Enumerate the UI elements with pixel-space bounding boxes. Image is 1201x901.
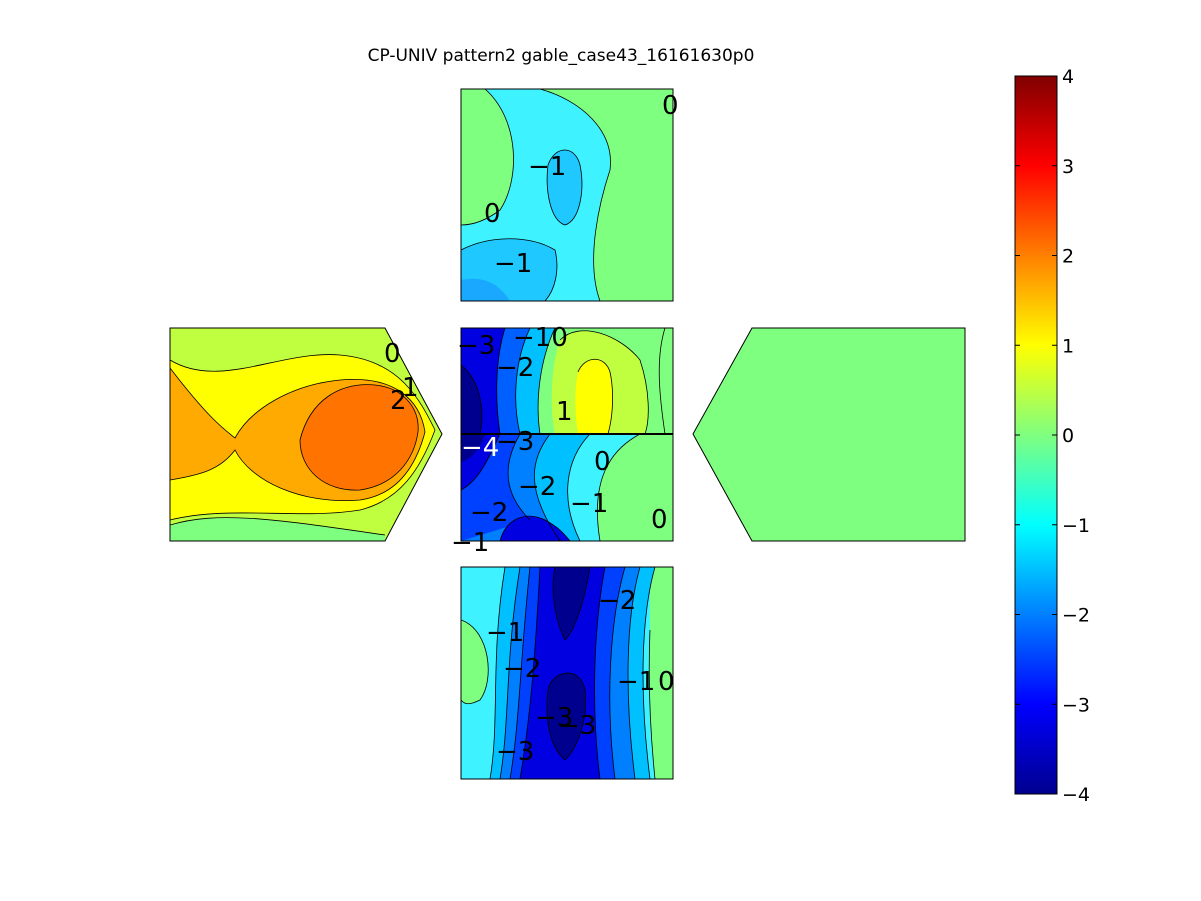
- contour-label: −2: [470, 498, 508, 528]
- contour-label: 2: [390, 386, 407, 416]
- region-bot-green-right: [649, 567, 673, 779]
- contour-left-1: [170, 354, 436, 521]
- contour-bot-12: [546, 672, 586, 761]
- region-cu-deepest: [461, 365, 482, 434]
- contour-label: −2: [518, 472, 556, 502]
- panel-right: [692, 327, 966, 542]
- region-bot-green-left: [461, 620, 489, 704]
- contour-label: 0: [384, 339, 401, 369]
- contour-left-2: [170, 367, 426, 502]
- contour-label: −1: [617, 667, 655, 697]
- region-top-low-center: [547, 150, 582, 225]
- contour-top-1: [539, 89, 611, 301]
- region-cl-deepest: [461, 434, 485, 462]
- contour-bot-11: [552, 567, 591, 641]
- region-cu-yellow: [575, 359, 613, 434]
- contour-label: −1: [486, 618, 524, 648]
- contour-label: −1: [528, 152, 566, 182]
- colorbar-tick-label: −3: [1062, 694, 1090, 716]
- contour-top-4: [461, 238, 558, 301]
- contour-cl-3: [533, 434, 561, 541]
- panel-left: [170, 328, 442, 541]
- contour-label: 0: [651, 505, 668, 535]
- contour-bot-4: [489, 567, 506, 779]
- contour-cu-5: [559, 330, 649, 434]
- contour-cl-5: [461, 434, 501, 491]
- contour-cu-1: [537, 328, 556, 434]
- region-top-lowest: [461, 278, 510, 301]
- contour-cl-2: [567, 434, 591, 541]
- contour-top-3: [546, 149, 583, 226]
- panel-center-lower: [461, 434, 673, 541]
- contour-label: −10: [513, 323, 568, 353]
- contour-label: −1: [494, 249, 532, 279]
- colorbar-gradient: [1014, 75, 1058, 795]
- panel-center-upper: [461, 328, 673, 434]
- chart-title: CP-UNIV pattern2 gable_case43_16161630p0: [368, 46, 755, 66]
- contour-cu-3: [496, 328, 506, 434]
- colorbar-tick-label: 4: [1062, 66, 1074, 88]
- contour-bot-3: [642, 567, 656, 779]
- region-cl-deep-bottom: [500, 516, 570, 541]
- contour-label: −4: [461, 433, 499, 463]
- contour-label: −3: [457, 331, 495, 361]
- contour-label: 0: [484, 199, 501, 229]
- contour-label: 0: [594, 447, 611, 477]
- contour-label: −3: [535, 703, 573, 733]
- region-top-green-right: [540, 89, 673, 301]
- colorbar-tick-label: −4: [1062, 784, 1090, 806]
- region-top-green-left: [461, 89, 514, 225]
- panel-top-frame: [460, 88, 674, 302]
- region-left-green: [170, 517, 385, 541]
- colorbar-tick-label: 0: [1062, 425, 1074, 447]
- contour-left-3: [299, 384, 419, 491]
- contour-bot-1: [461, 619, 489, 705]
- contour-cl-4: [507, 434, 531, 521]
- contour-cu-6: [577, 358, 614, 434]
- contour-label: −3: [496, 427, 534, 457]
- contour-label: −3: [496, 737, 534, 767]
- contour-bot-5: [627, 567, 641, 779]
- contour-bot-2: [648, 629, 656, 779]
- colorbar-tick-label: −1: [1062, 515, 1090, 537]
- panel-top: [461, 89, 673, 301]
- contour-label: 1: [556, 397, 573, 427]
- contour-bot-7: [609, 567, 626, 779]
- panel-left-frame: [169, 327, 443, 542]
- contour-label: −1: [570, 489, 608, 519]
- contour-label: −2: [598, 586, 636, 616]
- contour-cl-1: [597, 434, 641, 541]
- panel-bottom: [461, 567, 673, 779]
- region-left-high: [300, 384, 419, 491]
- contour-label: 0: [662, 91, 679, 121]
- contour-left-4: [170, 517, 386, 536]
- contour-bot-8: [509, 567, 531, 779]
- colorbar-tick-label: 3: [1062, 156, 1074, 178]
- region-bot-deepest-top: [553, 567, 590, 640]
- contour-cu-2: [515, 328, 531, 434]
- contour-label: −2: [496, 353, 534, 383]
- colorbar-ticks: 4 3 2 1 0 −1 −2 −3 −4: [1015, 66, 1090, 806]
- contour-cu-4: [461, 364, 483, 434]
- contour-cu-7: [658, 328, 666, 434]
- region-bot-deep: [520, 567, 605, 779]
- contour-label: −3: [558, 711, 596, 741]
- colorbar-tick-label: −2: [1062, 605, 1090, 627]
- contour-label: 0: [658, 667, 675, 697]
- contour-cl-6: [499, 515, 571, 541]
- contour-bot-10: [519, 567, 541, 779]
- contour-bot-9: [594, 567, 606, 779]
- colorbar-tick-label: 2: [1062, 246, 1074, 268]
- colorbar: 4 3 2 1 0 −1 −2 −3 −4: [1014, 66, 1090, 806]
- contour-label: −2: [503, 654, 541, 684]
- region-bot-deepest-mid: [546, 673, 586, 760]
- panel-bottom-frame: [460, 566, 674, 780]
- colorbar-tick-label: 1: [1062, 335, 1074, 357]
- contour-bot-6: [499, 567, 521, 779]
- contour-label: −1: [451, 528, 489, 558]
- contour-label: 1: [402, 373, 419, 403]
- contour-top-2: [461, 89, 514, 226]
